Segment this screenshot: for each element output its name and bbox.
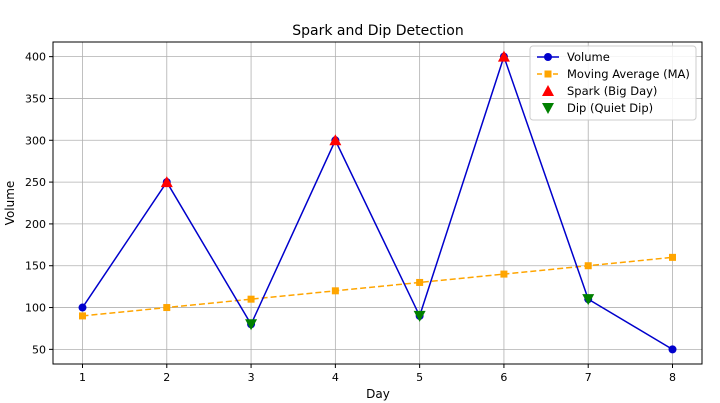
y-tick-label: 50 xyxy=(32,343,46,356)
x-tick-label: 5 xyxy=(416,371,423,384)
legend-box xyxy=(529,45,697,121)
dip-marker xyxy=(413,310,426,322)
point-ma xyxy=(247,295,255,303)
point-volume xyxy=(668,345,677,354)
point-ma xyxy=(669,253,676,261)
y-tick-label: 250 xyxy=(25,176,46,189)
legend-label-volume: Volume xyxy=(567,50,610,64)
point-volume xyxy=(78,303,87,312)
point-ma xyxy=(500,270,508,278)
x-axis-title: Day xyxy=(366,387,390,401)
x-tick-label: 2 xyxy=(163,371,170,384)
legend-volume-marker xyxy=(544,53,552,61)
legend-spark-marker xyxy=(542,85,554,96)
y-tick-label: 150 xyxy=(25,260,46,273)
legend-dip-marker xyxy=(542,103,554,114)
point-ma xyxy=(163,304,171,312)
axis-ticks: 1 2 3 4 5 6 7 8 50 100 150 200 250 300 350 400 xyxy=(25,51,676,384)
x-tick-label: 6 xyxy=(500,371,507,384)
point-ma xyxy=(331,287,339,295)
series-layer xyxy=(78,50,677,354)
legend-label-dip: Dip (Quiet Dip) xyxy=(567,101,653,115)
spark-marker xyxy=(497,50,510,62)
series-line-volume xyxy=(81,54,673,351)
spark-marker xyxy=(329,134,342,146)
y-axis-title: Volume xyxy=(3,181,17,226)
dip-marker xyxy=(582,294,595,306)
x-tick-label: 4 xyxy=(332,371,339,384)
plot-frame xyxy=(52,41,703,365)
legend: Volume Moving Average (MA) Spark (Big Da… xyxy=(529,45,697,121)
y-tick-label: 400 xyxy=(25,51,46,64)
y-tick-label: 100 xyxy=(25,302,46,315)
x-tick-label: 8 xyxy=(669,371,676,384)
legend-label-ma: Moving Average (MA) xyxy=(567,67,690,81)
x-tick-label: 3 xyxy=(248,371,255,384)
y-tick-label: 350 xyxy=(25,92,46,105)
chart-title: Spark and Dip Detection xyxy=(292,23,463,39)
dip-marker xyxy=(245,319,258,331)
spark-marker xyxy=(160,176,173,188)
y-tick-label: 300 xyxy=(25,134,46,147)
x-tick-label: 7 xyxy=(585,371,592,384)
point-ma xyxy=(416,278,424,286)
legend-ma-marker xyxy=(544,70,552,78)
y-tick-label: 200 xyxy=(25,218,46,231)
point-ma xyxy=(79,312,86,320)
point-ma xyxy=(584,262,592,270)
x-tick-label: 1 xyxy=(79,371,86,384)
legend-label-spark: Spark (Big Day) xyxy=(567,84,657,98)
